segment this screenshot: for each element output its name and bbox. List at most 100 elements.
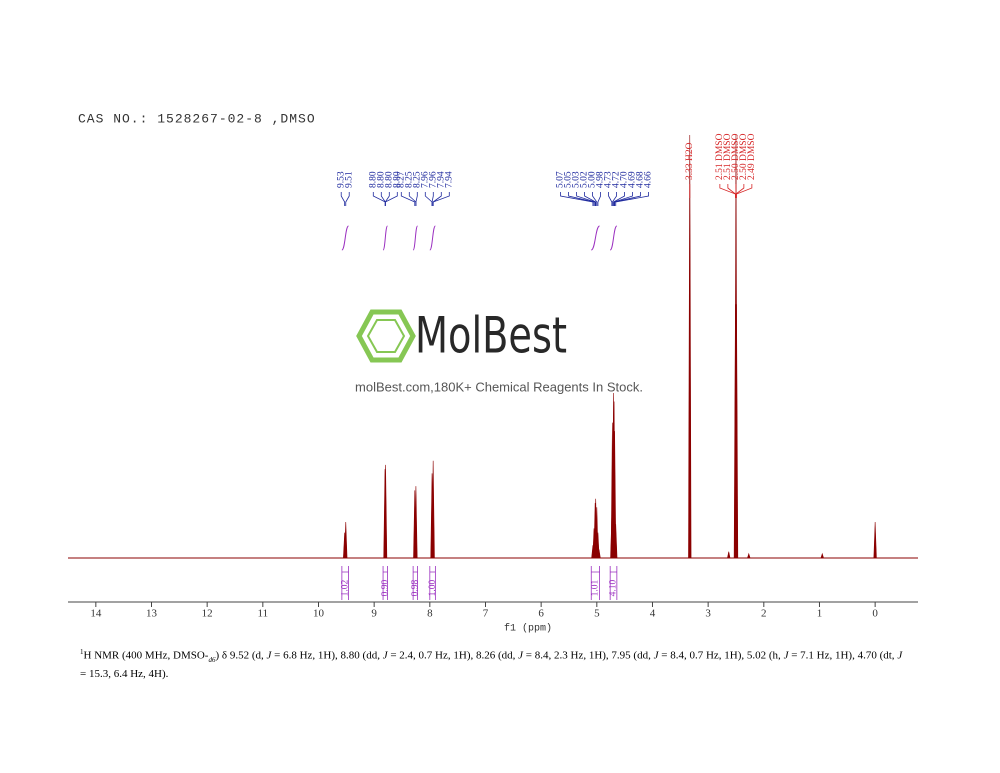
peak bbox=[597, 549, 601, 559]
integral-curve bbox=[429, 225, 436, 251]
peak-label: 7.94 bbox=[444, 171, 454, 188]
footer: 1H NMR (400 MHz, DMSO-d6) δ 9.52 (d, J =… bbox=[80, 645, 910, 681]
peak-label-leader bbox=[400, 192, 416, 206]
x-tick-label: 6 bbox=[538, 608, 544, 620]
peak-label: 5.05 bbox=[564, 171, 574, 188]
x-tick-label: 7 bbox=[483, 608, 489, 620]
integral-label: 1.00 bbox=[428, 579, 438, 596]
peak-label: 4.98 bbox=[596, 171, 606, 188]
peak-label-leader bbox=[736, 184, 753, 198]
peak-label: 5.03 bbox=[572, 171, 582, 188]
logo-hexagon bbox=[356, 309, 416, 363]
x-tick-label: 8 bbox=[427, 608, 433, 620]
logo-hexagon-inner bbox=[366, 319, 406, 353]
x-tick-label: 3 bbox=[705, 608, 711, 620]
peak-label-leader bbox=[431, 192, 434, 206]
x-tick-label: 11 bbox=[258, 608, 269, 620]
peak-label-leader bbox=[384, 192, 398, 206]
integral-curve bbox=[609, 225, 618, 251]
peak bbox=[613, 431, 617, 559]
peak-label: 4.66 bbox=[644, 171, 654, 188]
peak-label: 8.80 bbox=[392, 171, 402, 188]
peak bbox=[431, 460, 435, 559]
footer-text: 1 bbox=[80, 648, 84, 656]
footer-text: d bbox=[208, 655, 212, 664]
peak-label: 8.80 bbox=[384, 171, 394, 188]
x-tick-label: 14 bbox=[90, 608, 102, 620]
plot-area bbox=[68, 134, 918, 559]
peak-label: 7.96 bbox=[420, 171, 430, 188]
integral-bracket bbox=[590, 566, 600, 600]
peak-label-leader bbox=[384, 192, 390, 206]
peak bbox=[614, 524, 618, 559]
peak-label: 7.94 bbox=[436, 171, 446, 188]
integral-bracket bbox=[341, 566, 349, 600]
peak-label: 9.51 bbox=[344, 171, 354, 188]
peak-label-leader bbox=[345, 192, 350, 206]
peak-label-leader bbox=[584, 192, 597, 206]
peak bbox=[727, 551, 731, 559]
peak-label-leader bbox=[568, 192, 595, 206]
peak-label: 2.51 DMSO bbox=[723, 133, 733, 180]
peak bbox=[414, 486, 418, 559]
peak bbox=[383, 464, 388, 559]
peak-label: 4.69 bbox=[628, 171, 638, 188]
integral-curve bbox=[590, 225, 600, 251]
footer-text: = 15.3, 6.4 Hz, 4H). bbox=[80, 667, 169, 680]
footer-text: J bbox=[266, 649, 272, 662]
integral-bracket bbox=[382, 566, 388, 600]
peak-label-leader bbox=[340, 192, 346, 206]
peak-label: 9.53 bbox=[336, 171, 346, 188]
peak-label-leader bbox=[415, 192, 418, 206]
integral-bracket bbox=[609, 566, 618, 600]
peak-label-leader bbox=[613, 192, 633, 206]
footer-text: = 2.4, 0.7 Hz, 1H), 8.26 (dd, bbox=[387, 649, 519, 662]
peak-label-leader bbox=[432, 192, 442, 206]
x-axis-label: f1 (ppm) bbox=[504, 623, 552, 635]
footer-text: ) δ 9.52 (d, bbox=[215, 649, 267, 662]
peak-label: 5.00 bbox=[588, 171, 598, 188]
peak-label: 7.96 bbox=[428, 171, 438, 188]
peak-label: 8.27 bbox=[396, 171, 406, 188]
peak-label: 4.73 bbox=[604, 171, 614, 188]
peak-label: 4.70 bbox=[620, 171, 630, 188]
peak-label: 4.68 bbox=[636, 171, 646, 188]
peak-label: 5.02 bbox=[580, 171, 590, 188]
peak-label: 8.25 bbox=[404, 171, 414, 188]
peak-label-leader bbox=[432, 192, 450, 206]
footer-text: 6 bbox=[211, 655, 216, 664]
x-tick-label: 5 bbox=[594, 608, 600, 620]
peak-label: 8.25 bbox=[412, 171, 422, 188]
x-tick-label: 13 bbox=[146, 608, 158, 620]
peak-label-leader bbox=[608, 192, 613, 206]
peak-label-leader bbox=[727, 184, 736, 198]
peak bbox=[344, 522, 348, 559]
integral-curve bbox=[341, 225, 350, 251]
chart-title: CAS NO.: 1528267-02-8 ,DMSO bbox=[78, 111, 316, 126]
peak-label: 3.33 H2O bbox=[685, 142, 695, 180]
footer-text: = 6.8 Hz, 1H), 8.80 (dd, bbox=[271, 649, 383, 662]
footer-text: = 8.4, 0.7 Hz, 1H), 5.02 (h, bbox=[658, 649, 784, 662]
peak-label: 8.80 bbox=[368, 171, 378, 188]
x-tick-label: 9 bbox=[371, 608, 377, 620]
footer-text: J bbox=[382, 649, 388, 662]
chart: CAS NO.: 1528267-02-8 ,DMSO MolBest molB… bbox=[68, 111, 918, 635]
footer-text: J bbox=[653, 649, 659, 662]
peak-label: 4.72 bbox=[612, 171, 622, 188]
footer-text: J bbox=[897, 649, 903, 662]
peak-label-leader bbox=[380, 192, 386, 206]
integral-label: 1.01 bbox=[591, 579, 601, 596]
peak bbox=[688, 134, 692, 559]
footer-text: J bbox=[518, 649, 524, 662]
peak bbox=[820, 552, 824, 559]
integral-bracket bbox=[412, 566, 418, 600]
integral-label: 1.02 bbox=[340, 579, 350, 596]
x-tick-label: 0 bbox=[872, 608, 878, 620]
integral-label: 4.10 bbox=[609, 579, 619, 596]
integral-curve bbox=[382, 225, 389, 251]
footer-text: J bbox=[783, 649, 789, 662]
peak-label: 2.50 DMSO bbox=[731, 133, 741, 180]
peak-label-leader bbox=[424, 192, 433, 206]
logo: MolBest molBest.com,180K+ Chemical Reage… bbox=[355, 307, 643, 395]
